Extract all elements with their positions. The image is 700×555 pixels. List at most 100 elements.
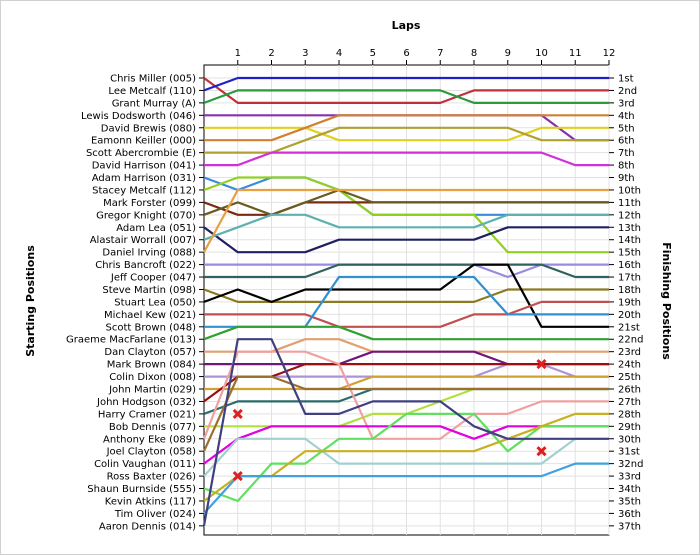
- series-line: [203, 462, 609, 515]
- starting-position-label: Shaun Burnside (555): [87, 484, 196, 495]
- lap-tick-label: 5: [370, 48, 376, 59]
- series-line: [203, 89, 609, 104]
- starting-position-label: Alastair Worrall (007): [90, 235, 196, 246]
- finishing-position-label: 35th: [618, 496, 641, 507]
- retired-marker: [232, 471, 243, 482]
- finishing-position-label: 4th: [618, 111, 635, 122]
- retired-marker-stroke: [536, 446, 547, 457]
- finishing-position-label: 30th: [618, 434, 641, 445]
- starting-position-label: Michael Kew (021): [104, 310, 196, 321]
- finishing-position-label: 27th: [618, 397, 641, 408]
- finishing-position-label: 32nd: [618, 459, 643, 470]
- starting-position-label: Grant Murray (A): [112, 98, 196, 109]
- starting-position-label: Ross Baxter (026): [107, 472, 196, 483]
- finishing-position-label: 33rd: [618, 472, 641, 483]
- starting-position-label: Gregor Knight (070): [96, 210, 196, 221]
- finishing-position-label: 37th: [618, 521, 641, 532]
- retired-marker: [232, 408, 243, 419]
- starting-position-label: Chris Bancroft (022): [95, 260, 196, 271]
- series-line: [203, 226, 609, 254]
- finishing-position-label: 28th: [618, 409, 641, 420]
- starting-position-label: Aaron Dennis (014): [99, 521, 196, 532]
- lap-tick-labels: 1 2 3 4 5 6 7 8 9 10 11 12: [235, 48, 616, 59]
- series-line: [204, 375, 609, 391]
- starting-position-label: David Harrison (041): [92, 161, 196, 172]
- series-line: [202, 350, 609, 440]
- finishing-position-label: 8th: [618, 161, 635, 172]
- series-line: [204, 114, 609, 142]
- finishing-position-label: 2nd: [618, 86, 637, 97]
- starting-position-label: Lee Metcalf (110): [108, 86, 196, 97]
- finishing-position-label: 15th: [618, 248, 641, 259]
- y-axis-title-left: Starting Positions: [24, 245, 37, 357]
- lap-tick-label: 4: [336, 48, 342, 59]
- retired-marker-stroke: [536, 359, 547, 370]
- finishing-position-label: 25th: [618, 372, 641, 383]
- starting-position-label: Joel Clayton (058): [106, 447, 197, 458]
- retired-marker-stroke: [232, 471, 243, 482]
- x-axis-title: Laps: [392, 19, 421, 32]
- lap-tick-label: 1: [235, 48, 241, 59]
- lap-tick-label: 2: [268, 48, 274, 59]
- finishing-position-label: 26th: [618, 385, 641, 396]
- lap-tick-label: 8: [471, 48, 477, 59]
- finishing-position-label: 14th: [618, 235, 641, 246]
- starting-position-label: Stacey Metcalf (112): [92, 185, 196, 196]
- finishing-position-label: 24th: [618, 360, 641, 371]
- finishing-position-label: 10th: [618, 185, 641, 196]
- finishing-position-label: 17th: [618, 273, 641, 284]
- lap-tick-label: 9: [505, 48, 511, 59]
- finishing-position-label: 3rd: [618, 98, 635, 109]
- finishing-position-label: 23rd: [618, 347, 641, 358]
- finishing-position-label: 5th: [618, 123, 635, 134]
- starting-position-label: John Martin (029): [108, 385, 196, 396]
- finishing-position-label: 31st: [618, 447, 640, 458]
- finishing-position-label: 12th: [618, 210, 641, 221]
- series-line: [204, 300, 609, 328]
- starting-position-labels: Chris Miller (005)Lee Metcalf (110)Grant…: [66, 74, 196, 533]
- series-line: [203, 437, 609, 477]
- lap-tick-label: 11: [569, 48, 582, 59]
- finishing-position-label: 11th: [618, 198, 641, 209]
- finishing-position-label: 22nd: [618, 335, 643, 346]
- series-line: [204, 263, 609, 279]
- finishing-position-label: 6th: [618, 136, 635, 147]
- series-line: [203, 213, 609, 241]
- starting-position-label: Kevin Atkins (117): [105, 496, 196, 507]
- finishing-position-label: 29th: [618, 422, 641, 433]
- starting-position-label: Dan Clayton (057): [104, 347, 196, 358]
- series-line: [203, 325, 609, 341]
- series-line: [202, 338, 609, 526]
- retired-marker-stroke: [232, 408, 243, 419]
- finishing-position-label: 9th: [618, 173, 635, 184]
- finishing-position-label: 18th: [618, 285, 641, 296]
- starting-position-label: Eamonn Keiller (000): [91, 136, 196, 147]
- series-line: [204, 126, 609, 142]
- finishing-position-label: 21st: [618, 322, 640, 333]
- series-line: [203, 76, 609, 92]
- finishing-position-label: 13th: [618, 223, 641, 234]
- lap-tick-label: 10: [535, 48, 548, 59]
- starting-position-label: John Hodgson (032): [96, 397, 196, 408]
- finishing-position-label: 36th: [618, 509, 641, 520]
- finishing-position-label: 16th: [618, 260, 641, 271]
- series-line: [202, 375, 609, 452]
- starting-position-label: Lewis Dodsworth (046): [81, 111, 196, 122]
- lap-tick-label: 12: [603, 48, 616, 59]
- starting-position-label: Mark Forster (099): [103, 198, 196, 209]
- lap-tick-label: 7: [437, 48, 443, 59]
- lap-tick-label: 6: [403, 48, 409, 59]
- series-line: [203, 176, 609, 254]
- starting-position-label: Jeff Cooper (047): [110, 273, 196, 284]
- retired-marker: [536, 446, 547, 457]
- starting-position-label: Colin Vaughan (011): [94, 459, 196, 470]
- finishing-position-label: 19th: [618, 297, 641, 308]
- finishing-position-label: 7th: [618, 148, 635, 159]
- starting-position-label: Adam Harrison (031): [92, 173, 196, 184]
- finishing-position-label: 34th: [618, 484, 641, 495]
- starting-position-label: David Brewis (080): [101, 123, 196, 134]
- starting-position-label: Scott Brown (048): [106, 322, 197, 333]
- starting-position-label: Scott Abercrombie (E): [86, 148, 196, 159]
- lap-tick-label: 3: [302, 48, 308, 59]
